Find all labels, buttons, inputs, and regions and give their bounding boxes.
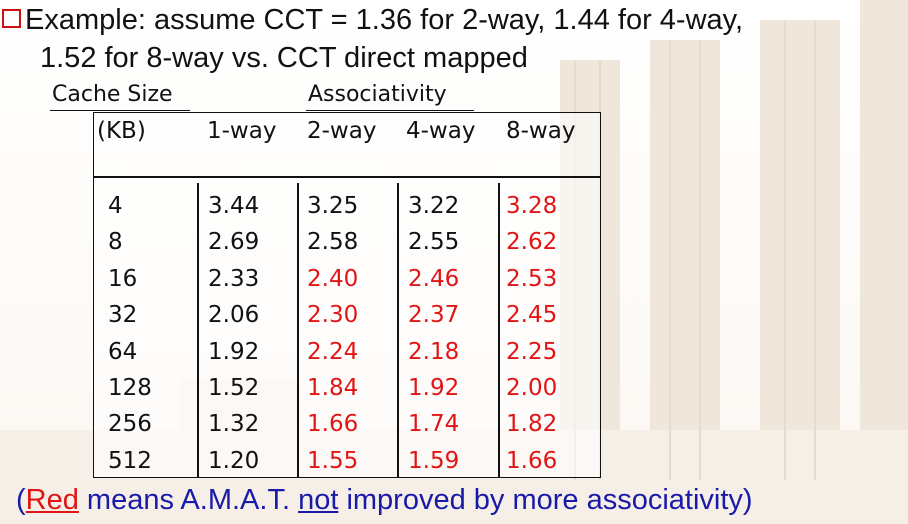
table-cell-cache-size: 64 (108, 338, 138, 365)
table-cell-amat: 2.24 (307, 338, 359, 365)
associativity-header: Associativity (308, 82, 447, 107)
table-cell-amat: 2.58 (307, 229, 359, 256)
table-cell-amat: 2.25 (506, 338, 558, 365)
column-header-8-way: 8-way (506, 118, 576, 144)
table-cell-amat: 2.33 (208, 265, 260, 292)
table-cell-amat: 1.92 (408, 375, 460, 401)
table-cell-amat: 2.18 (408, 338, 460, 365)
table-cell-amat: 1.66 (506, 447, 558, 474)
column-separator (498, 183, 500, 477)
table-cell-amat: 2.53 (506, 265, 558, 292)
table-cell-amat: 3.25 (307, 193, 359, 219)
footnote-red-word: Red (25, 484, 79, 516)
bullet-text-1: Example: assume CCT = 1.36 for 2-way, 1.… (25, 4, 744, 36)
kb-column-header: (KB) (97, 118, 146, 144)
table-cell-amat: 1.32 (208, 411, 260, 438)
table-cell-amat: 3.22 (408, 193, 460, 219)
table-cell-amat: 1.82 (506, 411, 558, 438)
table-cell-amat: 1.20 (208, 447, 260, 474)
footnote: (Red means A.M.A.T. not improved by more… (16, 482, 753, 518)
cache-size-header-rule (50, 110, 190, 111)
table-cell-amat: 2.46 (408, 265, 460, 292)
table-cell-amat: 1.66 (307, 411, 359, 438)
table-cell-cache-size: 8 (108, 229, 123, 256)
column-separator (297, 183, 299, 477)
column-separator (397, 183, 399, 477)
table-cell-amat: 1.92 (208, 338, 260, 365)
column-header-4-way: 4-way (406, 118, 476, 144)
table-cell-cache-size: 256 (108, 411, 152, 438)
table-cell-cache-size: 512 (108, 447, 152, 474)
table-cell-amat: 2.62 (506, 229, 558, 256)
footnote-not-word: not (298, 484, 339, 516)
associativity-header-rule (306, 110, 474, 111)
footnote-end: improved by more associativity) (338, 484, 753, 516)
table-cell-amat: 2.69 (208, 229, 260, 256)
column-header-1-way: 1-way (207, 118, 277, 144)
table-cell-amat: 1.74 (408, 411, 460, 438)
cache-size-header: Cache Size (52, 82, 173, 107)
table-cell-amat: 1.52 (208, 375, 260, 401)
table-cell-amat: 1.59 (408, 447, 460, 474)
table-cell-amat: 2.40 (307, 265, 359, 292)
table-cell-cache-size: 16 (108, 265, 138, 292)
table-cell-amat: 1.55 (307, 447, 359, 474)
table-cell-amat: 2.06 (208, 302, 260, 329)
table-header-separator (93, 176, 601, 178)
hollow-square-bullet-icon (2, 9, 21, 28)
table-cell-amat: 2.00 (506, 375, 558, 401)
table-cell-amat: 1.84 (307, 375, 359, 401)
table-cell-amat: 3.28 (506, 193, 558, 219)
table-cell-amat: 2.45 (506, 302, 558, 329)
table-cell-cache-size: 128 (108, 375, 152, 401)
table-cell-cache-size: 4 (108, 193, 123, 219)
column-separator (197, 183, 199, 477)
column-header-2-way: 2-way (307, 118, 377, 144)
footnote-middle: means A.M.A.T. (78, 484, 299, 516)
bullet-text-line-2: 1.52 for 8-way vs. CCT direct mapped (40, 42, 528, 74)
table-cell-amat: 2.55 (408, 229, 460, 256)
table-cell-amat: 2.37 (408, 302, 460, 329)
footnote-open: ( (16, 484, 26, 516)
table-cell-cache-size: 32 (108, 302, 138, 329)
bullet-text-line-1: Example: assume CCT = 1.36 for 2-way, 1.… (2, 2, 743, 38)
table-cell-amat: 2.30 (307, 302, 359, 329)
table-cell-amat: 3.44 (208, 193, 260, 219)
